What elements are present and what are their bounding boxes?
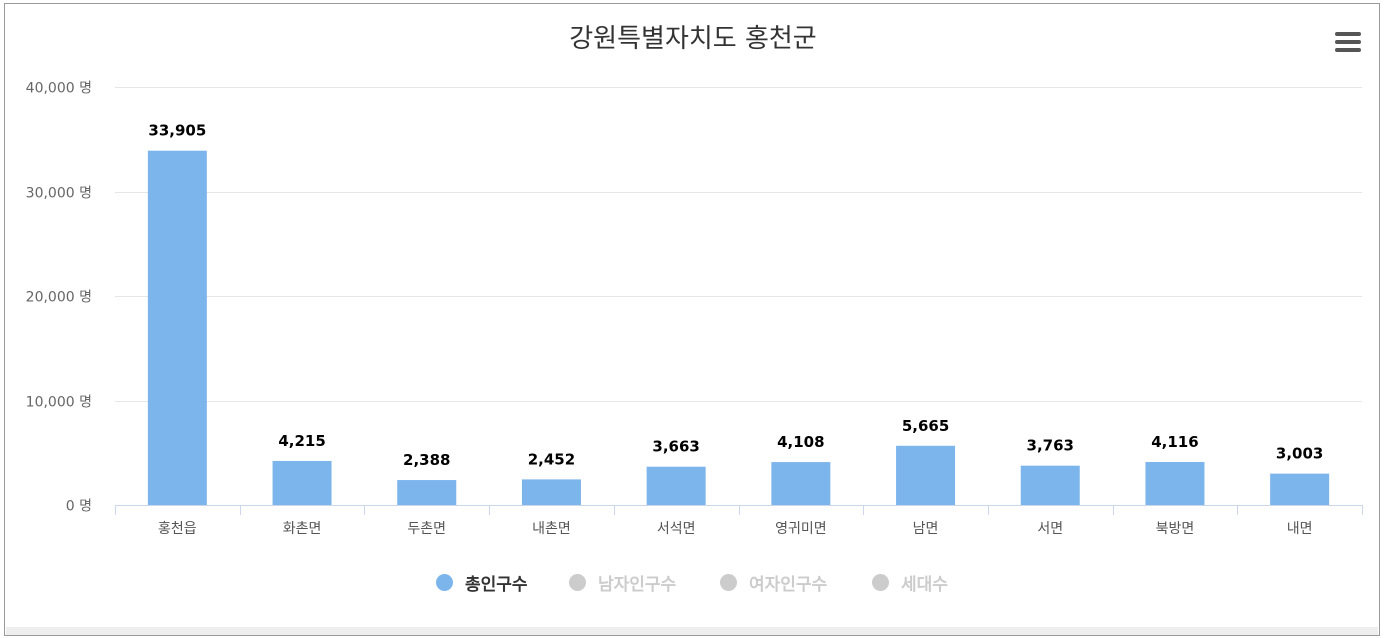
bar [896,445,956,505]
bar [397,480,457,505]
x-tick-label: 남면 [913,521,939,537]
data-label: 3,003 [1276,445,1323,463]
legend-item[interactable]: 총인구수 [436,568,528,596]
bar [147,150,207,505]
x-tick-label: 내촌면 [532,521,571,537]
chart-legend: 총인구수 남자인구수 여자인구수 세대수 [0,568,1386,596]
bar [272,460,332,505]
x-tick-label: 북방면 [1156,521,1195,537]
y-tick-label: 30,000 명 [26,186,92,202]
x-tick-label: 영귀미면 [775,521,827,537]
data-label: 2,452 [528,450,575,468]
hamburger-menu-icon[interactable] [1335,32,1361,52]
bar [1145,461,1205,505]
y-tick-label: 40,000 명 [26,81,92,97]
bar-chart: 0 명 10,000 명 20,000 명 30,000 명 40,000 명 33,90… [26,81,1363,537]
chart-container: 강원특별자치도 홍천군 [4,3,1380,636]
x-tick-label: 서면 [1037,521,1063,537]
bar [1020,465,1080,505]
legend-label: 여자인구수 [749,574,828,595]
legend-item[interactable]: 여자인구수 [720,568,827,596]
menu-line [1335,48,1361,52]
data-label: 4,215 [278,432,325,450]
bar [646,466,706,505]
legend-marker-icon [436,573,453,591]
legend-item[interactable]: 세대수 [872,568,948,596]
legend-label: 남자인구수 [598,574,677,595]
x-tick-label: 서석면 [657,521,696,537]
data-label: 5,665 [902,417,949,435]
data-label: 3,763 [1027,437,1074,455]
data-label: 2,388 [403,451,450,469]
legend-label: 세대수 [901,574,948,595]
data-label: 3,663 [652,438,699,456]
footer-strip [6,627,1378,635]
data-label: 4,108 [777,433,824,451]
bar [771,462,831,505]
legend-marker-icon [720,573,737,591]
menu-line [1335,32,1361,36]
menu-line [1335,40,1361,44]
bar [521,479,581,505]
bar [1270,473,1330,505]
y-tick-label: 10,000 명 [26,395,92,411]
x-tick-label: 화촌면 [283,521,322,537]
y-tick-label: 0 명 [66,499,92,515]
legend-marker-icon [569,573,586,591]
chart-title: 강원특별자치도 홍천군 [569,24,817,54]
x-tick-label: 두촌면 [407,521,446,537]
legend-item[interactable]: 남자인구수 [569,568,676,596]
x-tick-label: 내면 [1287,521,1313,537]
y-tick-label: 20,000 명 [26,290,92,306]
data-label: 33,905 [148,122,206,140]
legend-label: 총인구수 [465,574,528,595]
legend-marker-icon [872,573,889,591]
data-label: 4,116 [1151,433,1198,451]
x-tick-label: 홍천읍 [158,521,197,537]
